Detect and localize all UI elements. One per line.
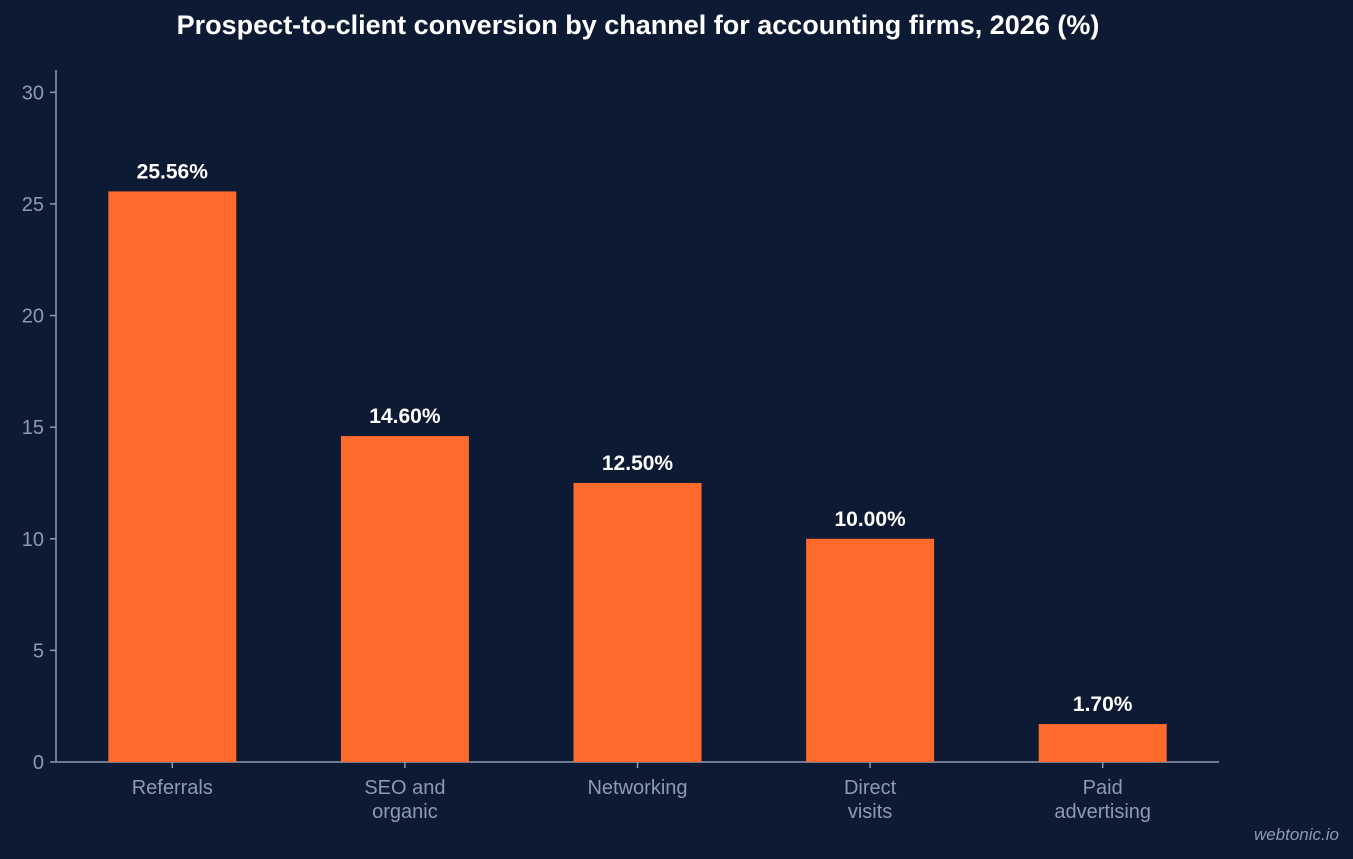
data-label: 1.70% — [1073, 693, 1133, 716]
bar — [108, 191, 237, 763]
x-tick-label: Networking — [587, 777, 687, 799]
data-label: 10.00% — [834, 508, 906, 531]
y-tick-label: 15 — [22, 417, 44, 439]
x-tick-label: organic — [372, 801, 438, 823]
x-tick-label: Direct — [844, 777, 897, 799]
data-label: 14.60% — [369, 405, 441, 428]
y-tick-label: 0 — [33, 752, 44, 774]
data-label: 12.50% — [602, 452, 674, 475]
x-tick-label: SEO and — [364, 777, 445, 799]
watermark: webtonic.io — [1253, 825, 1339, 844]
x-tick-label: advertising — [1054, 801, 1151, 823]
y-tick-label: 25 — [22, 194, 44, 216]
bar — [573, 482, 702, 762]
y-tick-label: 10 — [22, 529, 44, 551]
bar — [806, 538, 935, 762]
chart-title: Prospect-to-client conversion by channel… — [176, 10, 1100, 40]
y-tick-label: 5 — [33, 640, 44, 662]
bar — [340, 436, 469, 762]
x-tick-label: visits — [848, 801, 892, 823]
bar — [1038, 724, 1167, 762]
x-tick-label: Paid — [1083, 777, 1123, 799]
data-label: 25.56% — [137, 160, 209, 183]
y-tick-label: 20 — [22, 306, 44, 328]
y-tick-label: 30 — [22, 82, 44, 104]
x-tick-label: Referrals — [132, 777, 213, 799]
